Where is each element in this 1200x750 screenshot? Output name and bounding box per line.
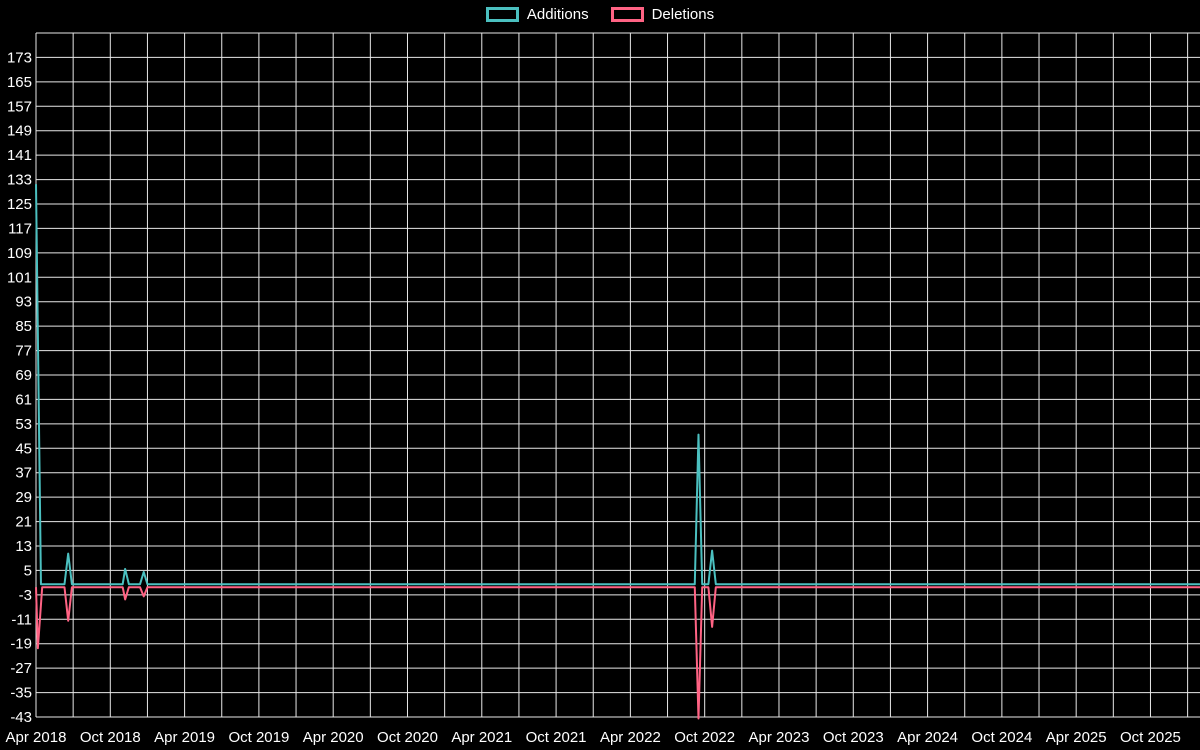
x-axis-label: Oct 2024: [971, 729, 1032, 746]
y-axis-label: 133: [7, 172, 32, 189]
x-axis-label: Oct 2021: [526, 729, 587, 746]
x-axis-label: Apr 2024: [897, 729, 958, 746]
y-axis-label: 21: [15, 514, 32, 531]
deletions-legend-label: Deletions: [651, 6, 715, 23]
x-axis-label: Oct 2019: [228, 729, 289, 746]
series-line-additions: [35, 184, 1200, 586]
y-axis-label: 77: [15, 343, 32, 360]
y-axis-label: -43: [10, 709, 32, 726]
y-axis-label: 101: [7, 269, 32, 286]
y-axis-label: 141: [7, 147, 32, 164]
y-axis-label: 125: [7, 196, 32, 213]
x-axis-label: Oct 2025: [1120, 729, 1181, 746]
x-axis-label: Apr 2021: [451, 729, 512, 746]
legend-item-deletions[interactable]: Deletions: [610, 6, 715, 23]
y-axis-label: -27: [10, 660, 32, 677]
chart-legend: Additions Deletions: [0, 7, 1200, 22]
y-axis-label: 37: [15, 465, 32, 482]
x-axis-label: Oct 2023: [823, 729, 884, 746]
y-axis-label: 157: [7, 98, 32, 115]
x-axis-label: Apr 2025: [1046, 729, 1107, 746]
y-axis-label: 69: [15, 367, 32, 384]
y-axis-label: -19: [10, 636, 32, 653]
x-axis-label: Apr 2018: [6, 729, 67, 746]
y-axis-label: 13: [15, 538, 32, 555]
x-axis-label: Apr 2020: [303, 729, 364, 746]
y-axis-label: 109: [7, 245, 32, 262]
x-axis-label: Apr 2022: [600, 729, 661, 746]
y-axis-label: 93: [15, 294, 32, 311]
additions-legend-label: Additions: [526, 6, 589, 23]
legend-item-additions[interactable]: Additions: [485, 6, 589, 23]
y-axis-label: -3: [19, 587, 32, 604]
y-axis-label: 85: [15, 318, 32, 335]
y-axis-label: 149: [7, 123, 32, 140]
y-axis-label: 53: [15, 416, 32, 433]
y-axis-label: 165: [7, 74, 32, 91]
x-axis-label: Apr 2023: [749, 729, 810, 746]
x-axis-label: Oct 2018: [80, 729, 141, 746]
y-axis-label: 29: [15, 489, 32, 506]
y-axis-label: 173: [7, 49, 32, 66]
y-axis-label: -35: [10, 685, 32, 702]
x-axis-label: Oct 2022: [674, 729, 735, 746]
additions-legend-swatch-icon: [485, 7, 519, 22]
y-axis-label: 61: [15, 391, 32, 408]
x-axis-label: Oct 2020: [377, 729, 438, 746]
x-axis-label: Apr 2019: [154, 729, 215, 746]
series-line-deletions: [35, 586, 1200, 720]
y-axis-label: -11: [11, 611, 32, 628]
deletions-legend-swatch-icon: [610, 7, 644, 22]
y-axis-label: 5: [24, 562, 32, 579]
y-axis-label: 45: [15, 440, 32, 457]
y-axis-label: 117: [8, 220, 32, 237]
